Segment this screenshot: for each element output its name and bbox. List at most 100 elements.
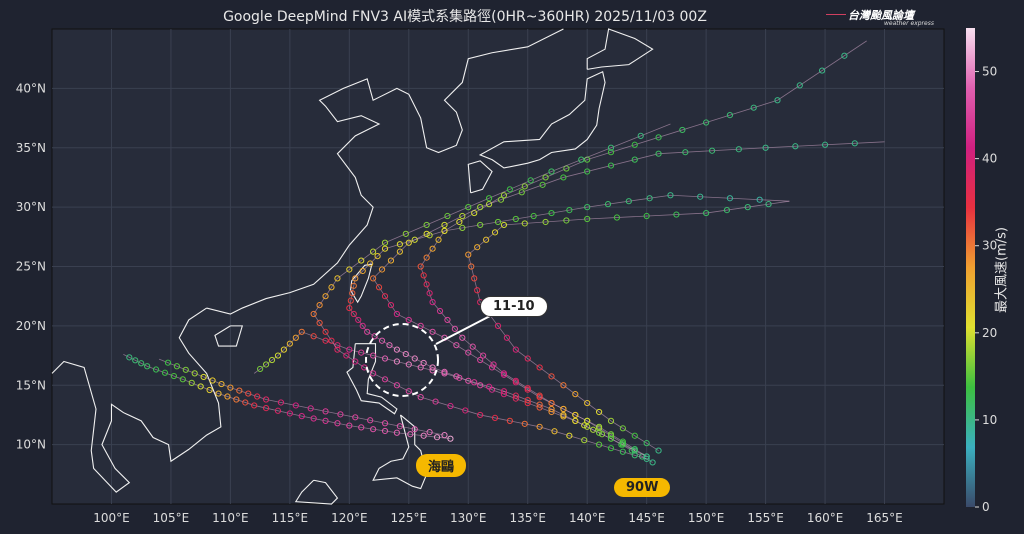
track-point [619,441,626,448]
track-point [444,316,451,324]
track-point [393,358,401,365]
track-point [227,384,234,391]
track-point [477,204,484,211]
track-point [426,429,433,436]
track-point [451,325,458,332]
track-point [500,388,508,395]
track-point [459,334,466,341]
track-line [158,358,445,436]
track-point [381,420,389,427]
track-point [316,319,323,327]
track-point [423,281,430,288]
track-point [349,290,356,297]
track-point [407,431,414,438]
track-point [613,214,621,221]
track-point [298,328,305,335]
track-point [417,364,424,371]
track-point [375,284,383,291]
track-point [441,432,448,439]
track-point [521,220,528,227]
track-point [417,394,424,401]
track-point [358,349,365,356]
track-point [310,310,317,318]
coastline [206,28,564,315]
track-point [310,415,317,422]
track-point [536,423,543,430]
track-point [607,149,615,156]
x-tick-label: 125°E [391,511,428,525]
track-point [643,453,650,460]
track-point [429,367,436,374]
track-point [485,195,493,202]
track-point [328,284,335,291]
track-point [173,363,180,370]
track-point [483,236,490,243]
track-point [352,275,359,282]
track-point [456,374,463,381]
track-point [631,452,638,459]
track-point [682,149,689,156]
x-tick-label: 120°E [331,511,368,525]
track-point [334,420,341,427]
track-point [441,221,448,229]
track-point [254,393,261,400]
track-point [673,211,680,218]
track-point [447,435,454,442]
track-point [512,379,519,386]
coastline [467,160,493,194]
track-point [367,417,374,424]
track-point [245,390,252,397]
track-point [494,322,502,329]
track-point [170,372,178,380]
track-point [471,379,478,386]
track-point [506,186,513,193]
track-point [381,239,389,246]
track-point [595,425,603,432]
track-point [453,342,460,349]
track-point [459,212,466,220]
track-point [396,241,403,248]
track-point [144,363,151,370]
track-point [469,343,476,350]
colorbar-label: 最大風速(m/s) [994,227,1010,313]
track-point [796,82,803,89]
track-point [257,365,264,373]
track-point [491,414,499,422]
track-point [433,434,441,441]
track-point [465,349,472,356]
track-point [465,377,472,384]
track-point [512,215,519,223]
x-tick-label: 140°E [569,511,606,525]
track-point [506,417,513,424]
track-point [197,383,204,390]
track-point [435,236,442,243]
track-point [524,386,531,393]
track-point [447,402,454,410]
track-point [851,140,858,147]
track-point [436,307,444,315]
track-point [494,218,502,226]
track-point [420,432,427,439]
track-point [456,218,463,226]
track-point [491,229,499,236]
track-point [381,355,389,362]
track-point [477,356,484,364]
track-line [123,354,451,440]
x-tick-label: 115°E [272,511,309,525]
track-point [426,290,433,297]
track-point [536,401,543,408]
colorbar-tick-label: 40 [982,152,997,166]
track-point [381,376,389,383]
track-point [218,380,225,388]
y-tick-label: 25°N [16,260,46,274]
track-point [584,417,591,424]
track-point [441,227,448,234]
track-point [346,304,353,312]
coastline [478,70,606,169]
track-point [604,201,612,208]
track-point [625,198,632,205]
track-point [322,408,329,415]
track-point [359,267,366,275]
track-point [548,399,555,407]
y-tick-label: 10°N [16,438,46,452]
